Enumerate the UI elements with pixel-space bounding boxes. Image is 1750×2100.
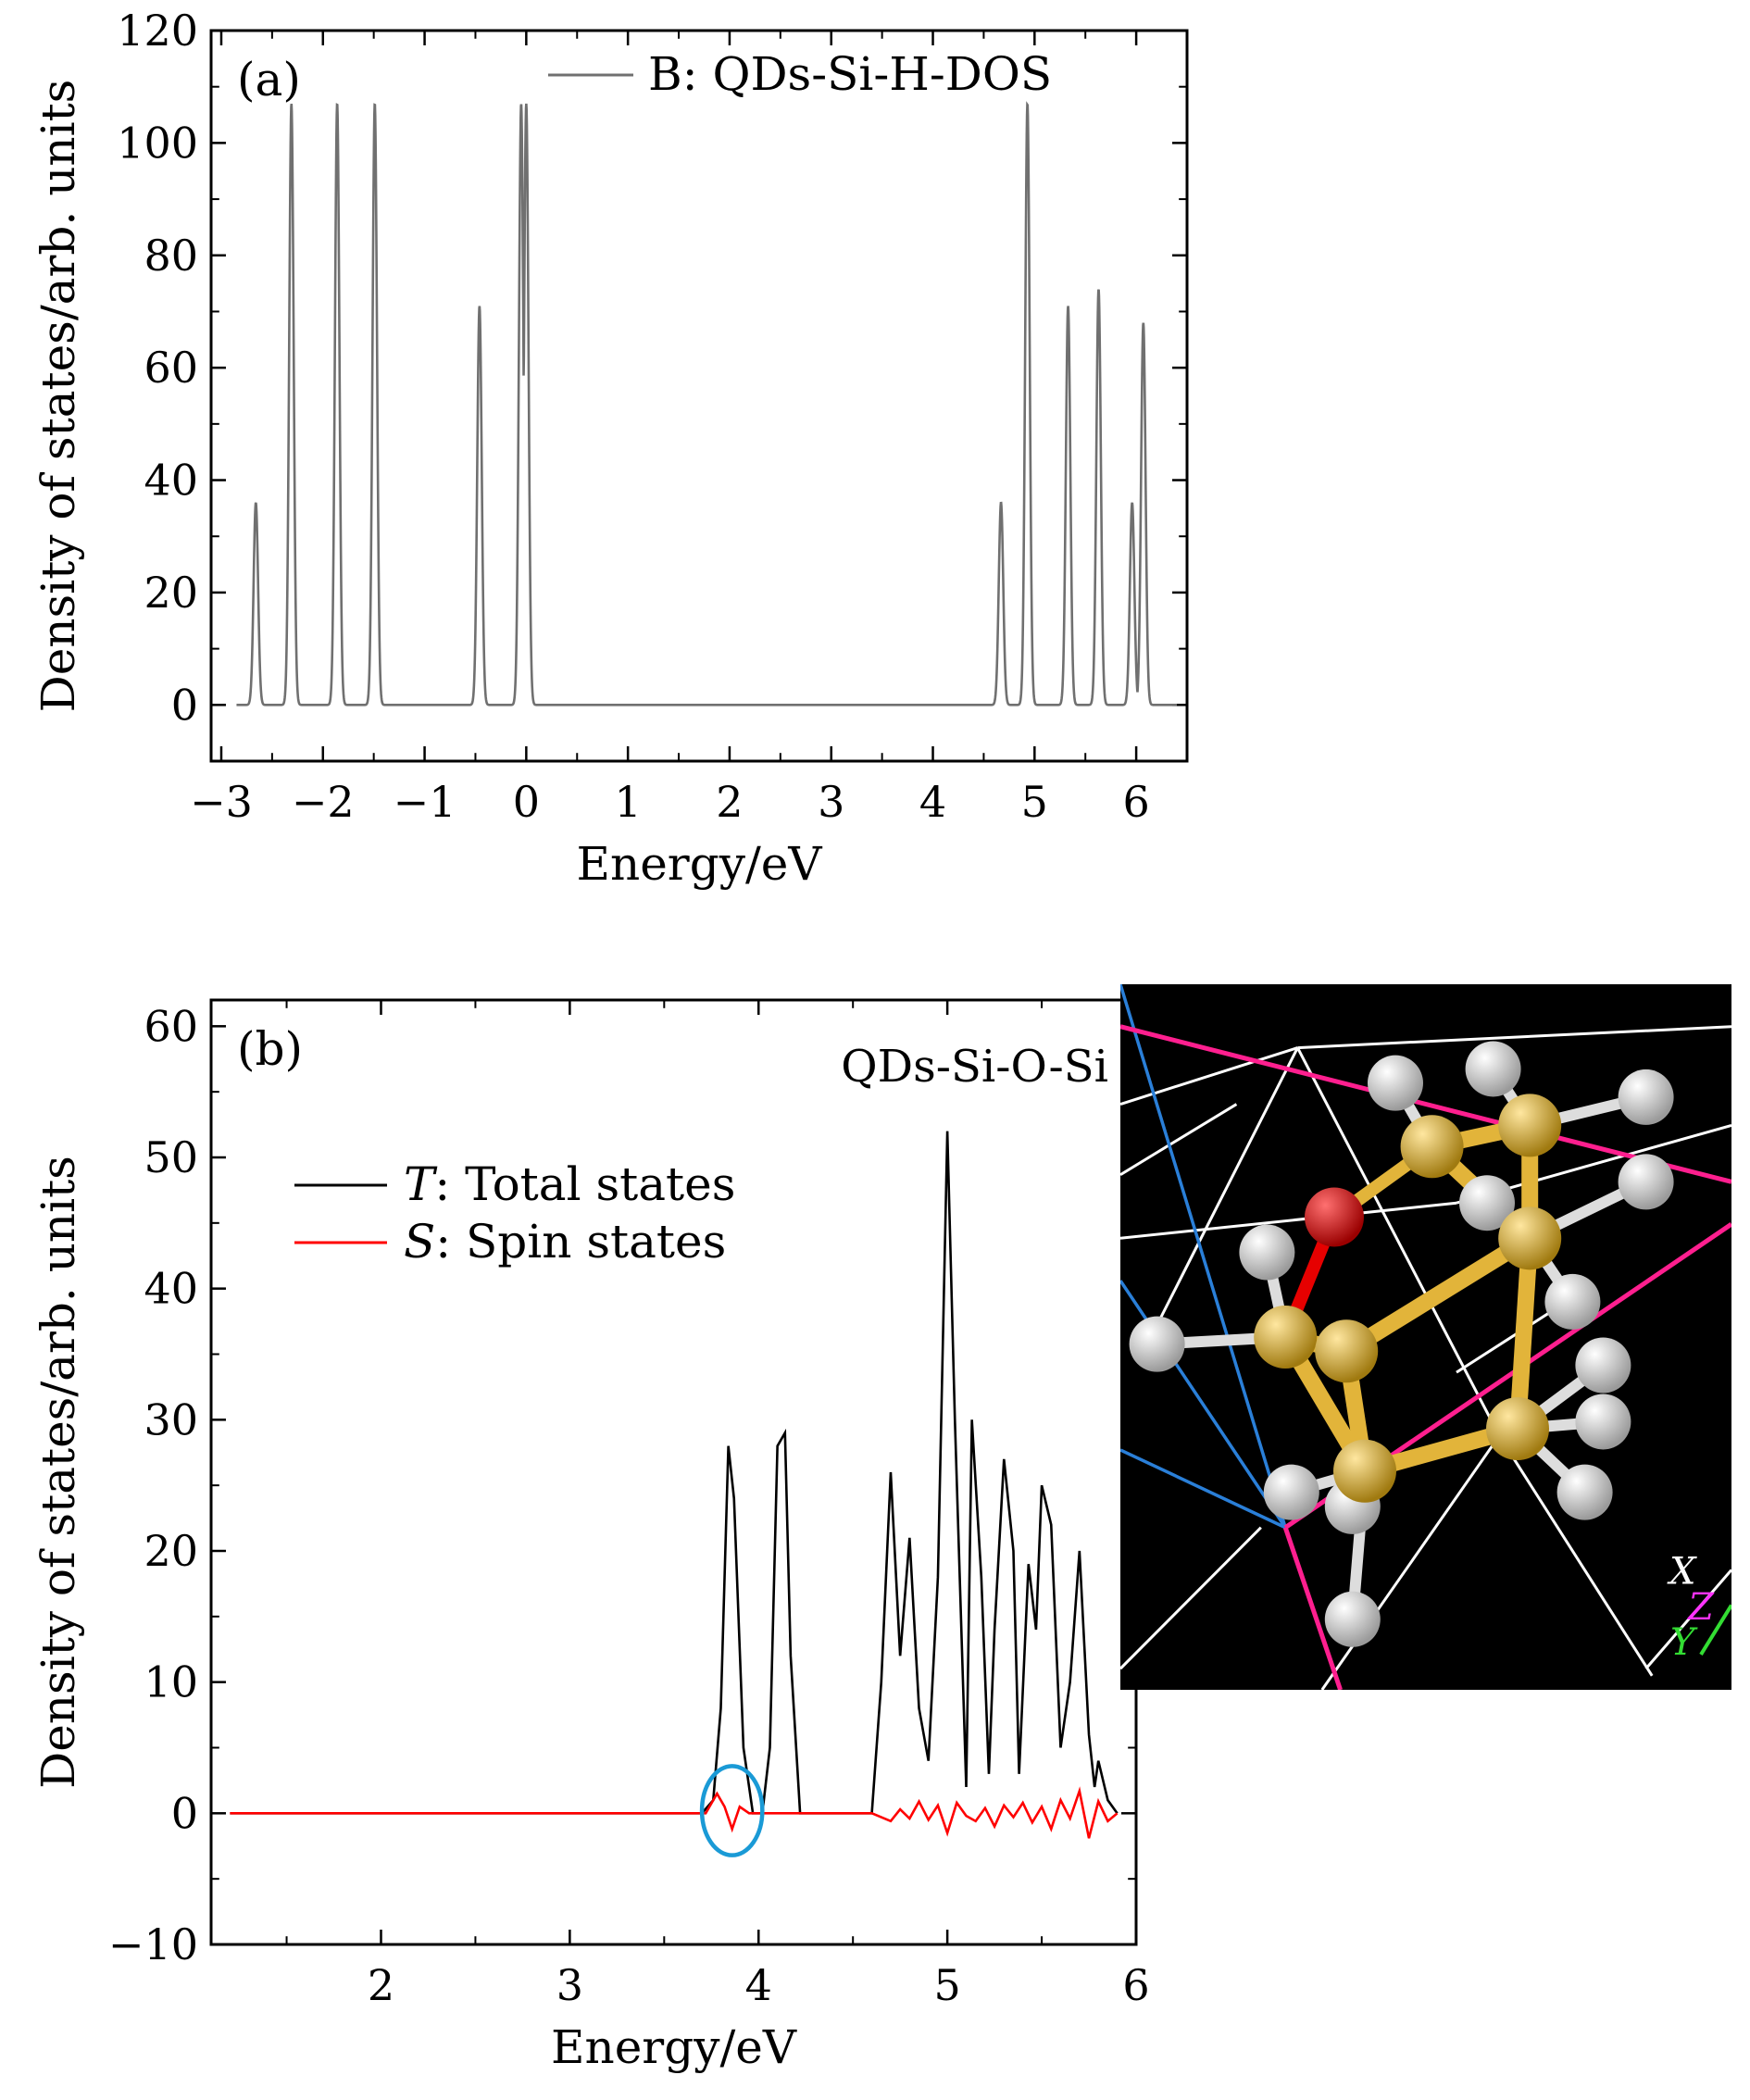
inset-content: XZY [1120, 984, 1731, 1690]
x-tick-label: −1 [394, 777, 456, 827]
si-si-bond [1342, 1231, 1534, 1358]
molecule-inset: XZY [1120, 984, 1731, 1690]
y-tick-label: 20 [144, 568, 198, 618]
x-tick-label: 4 [919, 777, 946, 827]
cell-edge-white [1296, 1046, 1501, 1437]
y-tick-label: 100 [117, 118, 198, 168]
cell-edge-white [1497, 1434, 1654, 1677]
y-tick-label: 30 [144, 1394, 198, 1444]
plot-frame [209, 29, 1189, 763]
cell-edge-magenta [1120, 1024, 1731, 1184]
x-tick-label: 6 [1122, 777, 1149, 827]
cell-edge-white [1120, 1526, 1262, 1670]
axis-triad-label-x: X [1667, 1551, 1697, 1594]
spin-states-line [230, 1786, 1119, 1839]
hydrogen-atom [1544, 1273, 1601, 1330]
silicon-atom [1498, 1206, 1562, 1270]
hydrogen-atom [1129, 1316, 1185, 1372]
highlight-ellipse [699, 1764, 765, 1857]
hydrogen-atom [1556, 1464, 1613, 1520]
x-tick-label: 6 [1122, 1960, 1149, 2010]
y-tick-label: 80 [144, 231, 198, 281]
silicon-atom [1333, 1439, 1396, 1503]
x-tick-label: 0 [513, 777, 540, 827]
hydrogen-atom [1618, 1154, 1674, 1210]
chart-title: QDs-Si-O-Si [841, 1041, 1108, 1093]
panel-label: (b) [237, 1022, 303, 1076]
x-tick-label: 3 [818, 777, 844, 827]
hydrogen-atom [1618, 1069, 1674, 1125]
hydrogen-atom [1239, 1224, 1295, 1281]
y-axis-label: Density of states/arb. units [31, 80, 85, 713]
y-tick-label: 10 [144, 1657, 198, 1707]
y-tick-label: 40 [144, 456, 198, 506]
silicon-atom [1254, 1306, 1318, 1369]
oxygen-atom [1305, 1187, 1364, 1247]
cell-edge-blue [1120, 1448, 1286, 1530]
cell-edge-magenta [1282, 1526, 1343, 1690]
x-tick-label: −2 [292, 777, 355, 827]
silicon-atom [1315, 1319, 1379, 1383]
axis-triad-arrow [1699, 1604, 1731, 1656]
legend-label-spin: S: Spin states [404, 1215, 726, 1269]
x-axis-label: Energy/eV [551, 2020, 797, 2074]
x-tick-label: 2 [716, 777, 743, 827]
axis-triad-label-z: Z [1686, 1586, 1715, 1629]
y-tick-label: 60 [144, 343, 198, 393]
x-tick-label: 5 [1021, 777, 1048, 827]
cell-edge-white [1120, 1201, 1457, 1240]
x-axis-label: Energy/eV [577, 837, 823, 891]
x-tick-label: 4 [745, 1960, 772, 2010]
plot-frame [209, 998, 1138, 1946]
dos-series-line [236, 101, 1178, 706]
cell-edge-blue [1120, 984, 1287, 1529]
y-tick-label: 20 [144, 1526, 198, 1576]
y-tick-label: 120 [117, 6, 198, 56]
y-tick-label: 0 [171, 680, 198, 730]
y-axis-label: Density of states/arb. units [31, 1156, 85, 1789]
silicon-atom [1486, 1397, 1549, 1461]
silicon-atom [1498, 1094, 1562, 1157]
cell-edge-white [1120, 1103, 1238, 1177]
legend-label-total: T: Total states [404, 1157, 735, 1211]
y-tick-label: 0 [171, 1788, 198, 1838]
plot-area [230, 1131, 1119, 1839]
hydrogen-atom [1575, 1337, 1631, 1394]
hydrogen-atom [1324, 1591, 1381, 1647]
hydrogen-atom [1575, 1394, 1631, 1450]
cell-edge-white [1297, 1025, 1731, 1050]
si-si-bond [1509, 1237, 1539, 1430]
y-tick-label: 50 [144, 1132, 198, 1182]
axis-triad-label-y: Y [1670, 1621, 1698, 1664]
cell-edge-white [1149, 1046, 1299, 1338]
plot-area [236, 101, 1178, 706]
cell-edge-white [1644, 1569, 1731, 1670]
hydrogen-atom [1368, 1055, 1423, 1111]
x-tick-label: 2 [368, 1960, 394, 2010]
y-tick-label: −10 [108, 1919, 198, 1969]
chart-panel-b: 2 3 4 5 6 −10 0 10 20 30 40 50 60 Energy/eV Density of… [31, 998, 1150, 2074]
x-tick-label: −3 [190, 777, 253, 827]
hydrogen-atom [1465, 1041, 1521, 1097]
y-tick-label: 60 [144, 1001, 198, 1051]
panel-label: (a) [237, 53, 301, 106]
cell-edge-white [1120, 1046, 1298, 1106]
hydrogen-atom [1459, 1175, 1515, 1231]
hydrogen-atom [1263, 1464, 1319, 1520]
x-tick-label: 3 [556, 1960, 583, 2010]
y-tick-label: 40 [144, 1264, 198, 1314]
legend-label: B: QDs-Si-H-DOS [648, 47, 1052, 101]
x-tick-label: 1 [615, 777, 642, 827]
chart-panel-a: −3 −2 −1 0 1 2 3 4 5 6020406080100120Energy/eVDen… [31, 6, 1189, 891]
silicon-atom [1400, 1115, 1464, 1179]
cell-edge-white [1320, 1434, 1501, 1690]
x-tick-label: 5 [933, 1960, 960, 2010]
